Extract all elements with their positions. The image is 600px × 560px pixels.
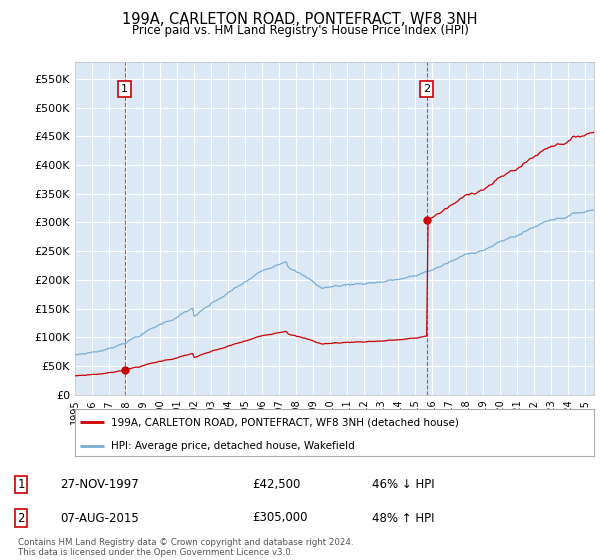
Text: 199A, CARLETON ROAD, PONTEFRACT, WF8 3NH (detached house): 199A, CARLETON ROAD, PONTEFRACT, WF8 3NH… (112, 417, 459, 427)
Text: Price paid vs. HM Land Registry's House Price Index (HPI): Price paid vs. HM Land Registry's House … (131, 24, 469, 36)
Text: £42,500: £42,500 (252, 478, 301, 491)
Text: 27-NOV-1997: 27-NOV-1997 (60, 478, 139, 491)
Text: 199A, CARLETON ROAD, PONTEFRACT, WF8 3NH: 199A, CARLETON ROAD, PONTEFRACT, WF8 3NH (122, 12, 478, 27)
Text: 1: 1 (17, 478, 25, 491)
Text: 2: 2 (423, 84, 430, 94)
Text: 2: 2 (17, 511, 25, 525)
Text: 46% ↓ HPI: 46% ↓ HPI (372, 478, 434, 491)
Text: 48% ↑ HPI: 48% ↑ HPI (372, 511, 434, 525)
Text: 07-AUG-2015: 07-AUG-2015 (60, 511, 139, 525)
Text: £305,000: £305,000 (252, 511, 308, 525)
Text: 1: 1 (121, 84, 128, 94)
Text: Contains HM Land Registry data © Crown copyright and database right 2024.
This d: Contains HM Land Registry data © Crown c… (18, 538, 353, 557)
Text: HPI: Average price, detached house, Wakefield: HPI: Average price, detached house, Wake… (112, 441, 355, 451)
